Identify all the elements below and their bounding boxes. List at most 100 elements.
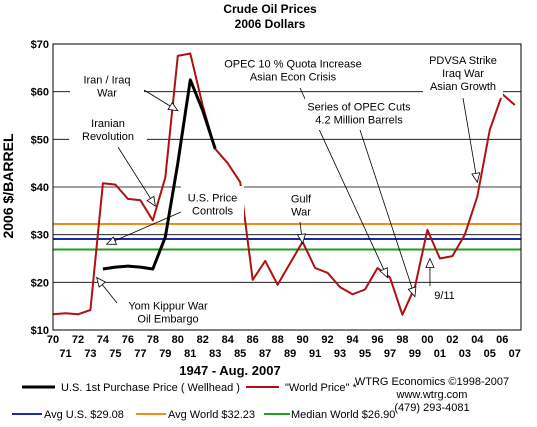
annotation-arrowhead xyxy=(105,236,118,245)
annotation-box xyxy=(117,295,219,329)
annotation-arrowhead xyxy=(471,172,481,184)
annotation-text: Iranian xyxy=(91,118,125,130)
y-tick-label: $10 xyxy=(31,325,49,337)
legend-label-avg-world: Avg World $32.23 xyxy=(168,409,255,421)
x-tick-label: 00 xyxy=(421,334,433,346)
x-tick-label: 88 xyxy=(272,334,284,346)
x-axis-label: 1947 - Aug. 2007 xyxy=(179,363,280,378)
x-tick-label: 98 xyxy=(396,334,408,346)
x-tick-label: 83 xyxy=(209,348,221,360)
source-line-1: WTRG Economics ©1998-2007 xyxy=(355,376,509,388)
annotation-arrow xyxy=(117,146,156,207)
x-tick-label: 93 xyxy=(334,348,346,360)
annotation-text: PDVSA Strike xyxy=(429,55,497,67)
annotation-arrowhead xyxy=(425,257,435,268)
x-tick-label: 02 xyxy=(446,334,458,346)
source-line-2: www.wtrg.com xyxy=(396,389,468,401)
x-tick-label: 96 xyxy=(371,334,383,346)
x-tick-label: 03 xyxy=(459,348,471,360)
y-tick-label: $60 xyxy=(31,87,49,99)
annotation-arrow xyxy=(462,97,478,183)
annotation-text: Gulf xyxy=(291,194,312,206)
x-tick-label: 79 xyxy=(159,348,171,360)
annotation-text: Controls xyxy=(192,206,233,218)
x-tick-labels: 70 72 74 76 78 80 82 84 86 88 90 92 94 96 98 00 02 04 06 71… xyxy=(47,334,521,360)
annotation-text: Asian Growth xyxy=(430,81,496,93)
x-tick-label: 06 xyxy=(496,334,508,346)
legend-label-us: U.S. 1st Purchase Price ( Wellhead ) xyxy=(61,382,240,394)
annotation-arrowhead xyxy=(96,276,107,288)
annotation-text: War xyxy=(97,88,117,100)
legend-label-median-world: Median World $26.90 xyxy=(291,409,395,421)
x-tick-label: 81 xyxy=(184,348,196,360)
x-tick-label: 70 xyxy=(47,334,59,346)
annotation-text: 4.2 Million Barrels xyxy=(315,115,403,127)
annotation-arrowhead xyxy=(407,286,417,298)
legend-label-avg-us: Avg U.S. $29.08 xyxy=(44,409,124,421)
legend: U.S. 1st Purchase Price ( Wellhead ) "Wo… xyxy=(12,376,509,421)
annotation-text: War xyxy=(291,207,311,219)
y-tick-label: $20 xyxy=(31,277,49,289)
x-tick-label: 89 xyxy=(284,348,296,360)
annotation-arrowhead xyxy=(296,233,307,245)
annotation-box xyxy=(218,52,368,88)
reference-lines xyxy=(53,223,521,251)
annotation-text: 9/11 xyxy=(434,290,455,302)
annotation-box xyxy=(181,186,244,222)
annotation-box xyxy=(282,188,320,222)
annotation-box xyxy=(305,96,413,130)
series-line xyxy=(102,78,217,271)
annotation-text: Yom Kippur War xyxy=(128,301,208,313)
x-tick-label: 84 xyxy=(222,334,235,346)
series-lines xyxy=(52,52,516,316)
x-tick-label: 80 xyxy=(172,334,184,346)
x-tick-label: 95 xyxy=(359,348,371,360)
plot-frame xyxy=(52,43,522,331)
x-tick-label: 82 xyxy=(197,334,209,346)
x-tick-label: 97 xyxy=(384,348,396,360)
y-tick-label: $50 xyxy=(31,134,49,146)
x-tick-label: 99 xyxy=(409,348,421,360)
annotation-text: Series of OPEC Cuts xyxy=(307,102,411,114)
series-line xyxy=(52,52,516,316)
x-tick-label: 01 xyxy=(434,348,446,360)
annotation-box xyxy=(70,70,144,102)
x-tick-label: 86 xyxy=(247,334,259,346)
annotation-arrow xyxy=(359,129,416,297)
x-tick-label: 78 xyxy=(147,334,159,346)
annotation-text: Iran / Iraq xyxy=(83,75,130,87)
x-tick-label: 07 xyxy=(509,348,521,360)
annotation-box xyxy=(426,286,463,304)
x-tick-label: 73 xyxy=(84,348,96,360)
x-tick-label: 92 xyxy=(321,334,333,346)
annotation-box xyxy=(69,112,147,147)
x-tick-label: 77 xyxy=(134,348,146,360)
x-tick-label: 05 xyxy=(484,348,496,360)
x-tick-label: 04 xyxy=(471,334,484,346)
annotation-arrowhead xyxy=(146,195,156,207)
annotation-arrowhead xyxy=(167,101,179,112)
x-tick-label: 74 xyxy=(97,334,110,346)
x-tick-label: 87 xyxy=(259,348,271,360)
legend-label-world: "World Price" * xyxy=(285,382,358,394)
annotation-text: U.S. Price xyxy=(188,193,238,205)
annotation-text: OPEC 10 % Quota Increase xyxy=(224,59,362,71)
y-axis-label: 2006 $/BARREL xyxy=(0,133,16,238)
annotation-text: Asian Econ Crisis xyxy=(250,72,337,84)
annotation-text: Oil Embargo xyxy=(137,314,198,326)
x-tick-label: 90 xyxy=(296,334,308,346)
annotation-text: Revolution xyxy=(82,131,134,143)
x-tick-label: 75 xyxy=(109,348,121,360)
x-tick-label: 94 xyxy=(346,334,359,346)
x-tick-label: 91 xyxy=(309,348,321,360)
x-tick-label: 72 xyxy=(72,334,84,346)
annotation-box xyxy=(423,48,503,98)
y-tick-label: $30 xyxy=(31,230,49,242)
chart-subtitle: 2006 Dollars xyxy=(235,17,306,31)
annotation-text: Iraq War xyxy=(442,68,484,80)
y-tick-label: $40 xyxy=(31,182,49,194)
annotation-arrowhead xyxy=(379,267,388,279)
x-tick-label: 85 xyxy=(234,348,246,360)
chart-title: Crude Oil Prices xyxy=(223,2,317,16)
